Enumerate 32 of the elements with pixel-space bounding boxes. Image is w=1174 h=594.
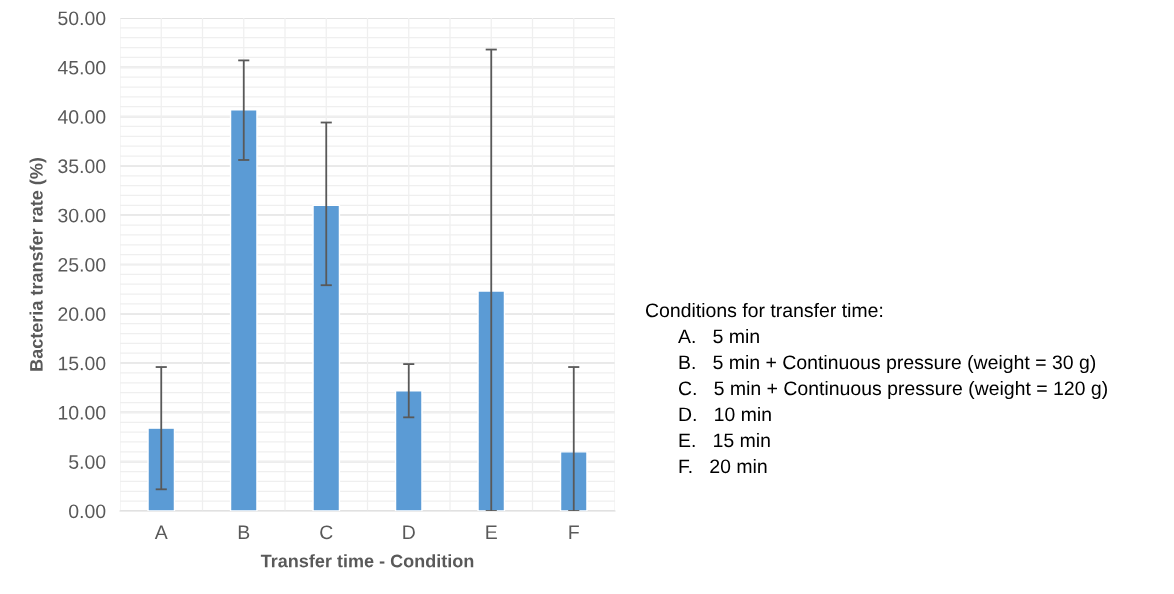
text: F. 20 min (679, 458, 767, 474)
bar (147, 427, 176, 511)
y-tick-label: 25.00 (58, 257, 106, 272)
x-tick-label: C (320, 525, 333, 540)
bar (477, 290, 506, 511)
y-tick-label: 10.00 (58, 405, 106, 420)
y-tick-label: 45.00 (57, 60, 106, 75)
x-axis-title: Transfer time - Condition (260, 554, 474, 568)
bar (559, 451, 588, 511)
bar (394, 390, 423, 511)
y-tick-label: 5.00 (69, 455, 106, 469)
y-tick-label: 15.00 (58, 356, 106, 371)
y-tick-label: 30.00 (58, 208, 106, 223)
x-tick-label: E (486, 525, 497, 539)
text: A. 5 min (678, 328, 759, 344)
text: E. 15 min (679, 432, 770, 448)
x-tick-label: A (154, 525, 168, 539)
text: Conditions for transfer time: (645, 302, 883, 318)
text: B. 5 min + Continuous pressure (weight = 30 g) (679, 354, 1096, 374)
bar (229, 109, 258, 511)
y-tick-label: 35.00 (58, 159, 106, 174)
text: D. 10 min (679, 406, 771, 422)
y-axis-title: Bacteria transfer rate (%) (29, 158, 47, 371)
y-tick-label: 40.00 (57, 110, 106, 124)
x-tick-label: B (238, 525, 250, 539)
x-tick-label: F (569, 525, 579, 539)
y-tick-label: 0.00 (69, 504, 106, 519)
x-tick-label: D (403, 525, 415, 539)
text: C. 5 min + Continuous pressure (weight = 120 g) (678, 380, 1107, 400)
y-tick-label: 20.00 (58, 307, 106, 322)
bar (312, 204, 341, 511)
y-tick-label: 50.00 (58, 11, 106, 26)
